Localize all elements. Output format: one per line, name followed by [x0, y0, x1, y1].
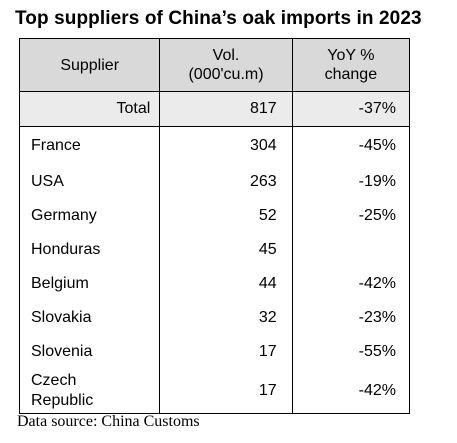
- row-volume: 45: [159, 233, 293, 267]
- row-volume: 304: [159, 126, 293, 165]
- table-row: Germany 52 -25%: [18, 199, 411, 233]
- row-supplier: Germany: [18, 199, 161, 233]
- row-volume: 17: [159, 369, 293, 414]
- total-volume: 817: [159, 91, 293, 127]
- table-row: Honduras 45: [18, 233, 411, 267]
- row-supplier: Belgium: [18, 267, 161, 301]
- row-yoy: -25%: [291, 199, 411, 233]
- row-volume: 44: [159, 267, 293, 301]
- row-yoy: -19%: [291, 165, 411, 199]
- row-supplier: Czech Republic: [18, 369, 161, 414]
- table-row: France 304 -45%: [18, 126, 411, 165]
- table-row: Belgium 44 -42%: [18, 267, 411, 301]
- header-supplier: Supplier: [18, 38, 161, 92]
- header-volume: Vol. (000'cu.m): [159, 38, 293, 92]
- row-supplier: Honduras: [18, 233, 161, 267]
- row-supplier: Slovakia: [18, 301, 161, 335]
- row-supplier: France: [18, 126, 161, 165]
- total-label: Total: [18, 91, 161, 127]
- data-source-note: Data source: China Customs: [17, 413, 200, 430]
- row-yoy: -55%: [291, 335, 411, 369]
- page-title: Top suppliers of China’s oak imports in …: [15, 8, 422, 29]
- suppliers-table: Supplier Vol. (000'cu.m) YoY % change To…: [18, 38, 411, 414]
- row-yoy: -23%: [291, 301, 411, 335]
- row-supplier: USA: [18, 165, 161, 199]
- row-yoy: -42%: [291, 267, 411, 301]
- total-yoy: -37%: [291, 91, 411, 127]
- table-row: USA 263 -19%: [18, 165, 411, 199]
- header-yoy-change: YoY % change: [291, 38, 411, 92]
- table-row: Slovakia 32 -23%: [18, 301, 411, 335]
- row-volume: 52: [159, 199, 293, 233]
- total-row: Total 817 -37%: [18, 91, 411, 127]
- row-yoy: -42%: [291, 369, 411, 414]
- table-row: Slovenia 17 -55%: [18, 335, 411, 369]
- row-volume: 32: [159, 301, 293, 335]
- row-volume: 17: [159, 335, 293, 369]
- row-yoy: [291, 233, 411, 267]
- row-yoy: -45%: [291, 126, 411, 165]
- table-header-row: Supplier Vol. (000'cu.m) YoY % change: [18, 38, 411, 92]
- row-volume: 263: [159, 165, 293, 199]
- table-row: Czech Republic 17 -42%: [18, 369, 411, 414]
- row-supplier: Slovenia: [18, 335, 161, 369]
